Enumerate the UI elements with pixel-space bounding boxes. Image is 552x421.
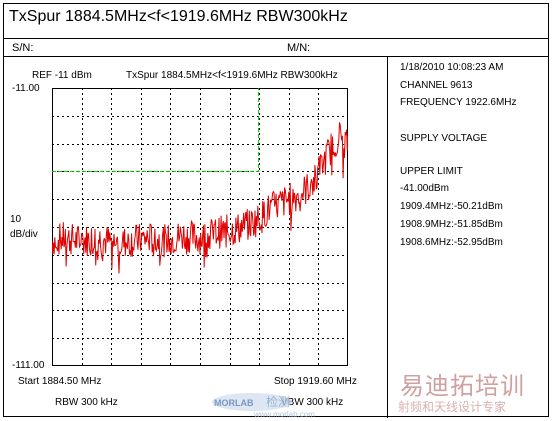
svg-text:检测: 检测 <box>266 394 290 409</box>
y-bottom-label: -111.00 <box>12 360 45 371</box>
svg-text:www.morlab.com: www.morlab.com <box>253 410 315 419</box>
morlab-logo: MORLAB 检测 www.morlab.com <box>212 393 315 419</box>
upper-limit-label: UPPER LIMIT <box>400 166 463 177</box>
y-scale-label: 10 <box>10 214 22 225</box>
graph-header-label: TxSpur 1884.5MHz<f<1919.6MHz RBW300kHz <box>126 70 338 81</box>
datetime-text: 1/18/2010 10:08:23 AM <box>400 62 504 73</box>
y-top-label: -11.00 <box>12 83 40 94</box>
page-title: TxSpur 1884.5MHz<f<1919.6MHz RBW300kHz <box>9 8 348 25</box>
channel-text: CHANNEL 9613 <box>400 80 473 91</box>
reading-1: 1909.4MHz:-50.21dBm <box>400 201 503 212</box>
svg-text:MORLAB: MORLAB <box>214 398 254 408</box>
screenshot-frame: TxSpur 1884.5MHz<f<1919.6MHz RBW300kHz S… <box>3 3 549 418</box>
ref-level-label: REF -11 dBm <box>32 70 92 81</box>
rbw-label: RBW 300 kHz <box>55 397 118 408</box>
upper-limit-value: -41.00dBm <box>400 183 449 194</box>
frequency-text: FREQUENCY 1922.6MHz <box>400 97 517 108</box>
mn-label: M/N: <box>287 42 311 54</box>
reading-2: 1908.9MHz:-51.85dBm <box>400 219 503 230</box>
divider <box>387 57 388 418</box>
spectrum-trace <box>52 122 348 274</box>
trace-line <box>52 122 348 274</box>
spectrum-plot <box>52 88 348 366</box>
limit-line <box>52 88 260 172</box>
watermark-subtitle: 射频和天线设计专家 <box>398 400 507 414</box>
divider <box>4 56 548 57</box>
divider <box>4 38 548 39</box>
reading-3: 1908.6MHz:-52.95dBm <box>400 237 503 248</box>
start-freq-label: Start 1884.50 MHz <box>18 376 102 387</box>
upper-limit-line <box>52 88 260 172</box>
y-scale-unit-label: dB/div <box>10 229 38 240</box>
vbw-label: VBW 300 kHz <box>281 397 344 408</box>
stop-freq-label: Stop 1919.60 MHz <box>274 376 357 387</box>
sn-label: S/N: <box>12 42 34 54</box>
plot-grid <box>52 88 348 366</box>
supply-voltage-text: SUPPLY VOLTAGE <box>400 133 488 144</box>
watermark-title: 易迪拓培训 <box>400 373 525 400</box>
